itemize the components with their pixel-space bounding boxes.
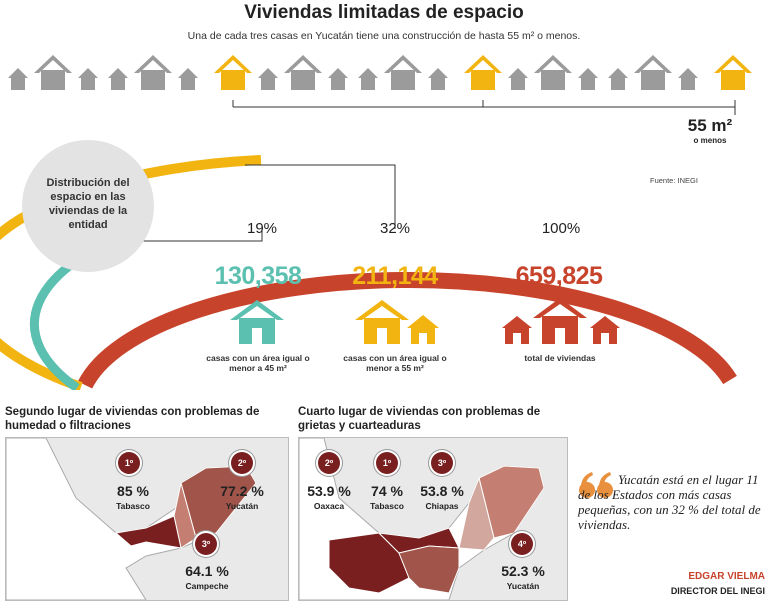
page-title: Viviendas limitadas de espacio bbox=[244, 2, 524, 23]
map2-title: Cuarto lugar de viviendas con problemas … bbox=[298, 406, 541, 432]
small-house-value: 55 m² bbox=[687, 116, 733, 135]
house-icon-red bbox=[502, 298, 620, 344]
house-gray-18 bbox=[678, 68, 698, 90]
source-note: Fuente: INEGI bbox=[650, 176, 698, 185]
quote-author: EDGAR VIELMA bbox=[688, 571, 765, 582]
map2-value-3: 53.8 % bbox=[420, 483, 464, 499]
house-icon-yellow bbox=[355, 300, 439, 344]
map2-name-3: Chiapas bbox=[425, 501, 459, 511]
house-gray-3 bbox=[78, 68, 98, 90]
house-gray-6 bbox=[178, 68, 198, 90]
arc-32 bbox=[0, 155, 262, 390]
house-gray-14 bbox=[534, 55, 572, 90]
stat-desc-100: total de viviendas bbox=[524, 353, 596, 363]
map2-rank-1: 1º bbox=[376, 452, 398, 474]
map1-name-2: Yucatán bbox=[225, 501, 259, 511]
stat-desc-19: casas con un área igual o menor a 45 m² bbox=[206, 353, 310, 373]
map1-shape bbox=[5, 437, 257, 601]
map1-value-1: 85 % bbox=[117, 483, 149, 499]
house-gray-16 bbox=[608, 68, 628, 90]
house-gray-4 bbox=[108, 68, 128, 90]
arc-total bbox=[77, 271, 737, 389]
house-icon-teal bbox=[230, 300, 284, 344]
stat-value-32: 211,144 bbox=[352, 262, 438, 290]
stat-value-19: 130,358 bbox=[214, 262, 302, 290]
map2-name-2: Tabasco bbox=[370, 501, 404, 511]
house-highlight-3 bbox=[714, 55, 752, 90]
map2-name-1: Oaxaca bbox=[313, 501, 345, 511]
map2-value-1: 53.9 % bbox=[307, 483, 351, 499]
house-highlight-2 bbox=[464, 55, 502, 90]
house-gray-10 bbox=[358, 68, 378, 90]
map1-title: Segundo lugar de viviendas con problemas… bbox=[5, 406, 260, 432]
house-gray-12 bbox=[428, 68, 448, 90]
map2-value-2: 74 % bbox=[371, 483, 403, 499]
house-gray-17 bbox=[634, 55, 672, 90]
map1-rank-2: 2º bbox=[231, 452, 253, 474]
map1-name-3: Campeche bbox=[185, 581, 229, 591]
house-gray-1 bbox=[8, 68, 28, 90]
house-gray-13 bbox=[508, 68, 528, 90]
house-gray-15 bbox=[578, 68, 598, 90]
house-gray-11 bbox=[384, 55, 422, 90]
house-gray-8 bbox=[284, 55, 322, 90]
map1-name-1: Tabasco bbox=[116, 501, 150, 511]
map1-rank-3: 3º bbox=[195, 533, 217, 555]
stat-pct-19: 19% bbox=[246, 220, 278, 237]
map1-rank-1: 1º bbox=[118, 452, 140, 474]
house-gray-7 bbox=[258, 68, 278, 90]
stat-pct-100: 100% bbox=[541, 220, 581, 237]
map2-rank-4: 4º bbox=[511, 533, 533, 555]
map2-name-4: Yucatán bbox=[506, 581, 540, 591]
small-house-sub: o menos bbox=[693, 136, 727, 145]
map2-rank-2: 2º bbox=[318, 452, 340, 474]
map1-value-3: 64.1 % bbox=[185, 563, 229, 579]
connector-32 bbox=[245, 164, 396, 229]
map2-value-4: 52.3 % bbox=[501, 563, 545, 579]
distribution-label: Distribución del espacio en las vivienda… bbox=[46, 177, 130, 231]
map1-value-2: 77.2 % bbox=[220, 483, 264, 499]
stat-pct-32: 32% bbox=[379, 220, 411, 237]
map2-shape bbox=[298, 437, 545, 601]
quote-mark-icon bbox=[579, 472, 613, 498]
page-subtitle: Una de cada tres casas en Yucatán tiene … bbox=[187, 30, 581, 42]
house-highlight-1 bbox=[214, 55, 252, 90]
houses-group bbox=[8, 55, 752, 90]
stat-value-100: 659,825 bbox=[515, 262, 603, 290]
house-gray-9 bbox=[328, 68, 348, 90]
quote-role: DIRECTOR DEL INEGI bbox=[670, 586, 765, 596]
house-gray-5 bbox=[134, 55, 172, 90]
houses-row bbox=[8, 55, 752, 115]
small-house-label: 55 m² o menos bbox=[660, 116, 760, 145]
map2-rank-3: 3º bbox=[431, 452, 453, 474]
quote-text: Yucatán está en el lugar 11 de los Estad… bbox=[578, 472, 761, 532]
house-gray-2 bbox=[34, 55, 72, 90]
distribution-circle bbox=[22, 140, 154, 272]
stat-desc-32: casas con un área igual o menor a 55 m² bbox=[343, 353, 447, 373]
